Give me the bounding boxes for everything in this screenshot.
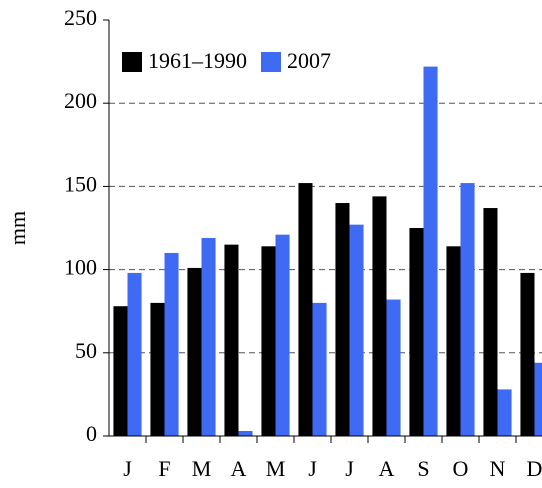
x-tick-label: S — [417, 456, 429, 481]
legend-swatch — [122, 52, 142, 72]
bar — [164, 252, 179, 436]
bar — [460, 183, 475, 436]
bar — [386, 299, 401, 436]
y-tick-label: 50 — [75, 338, 97, 363]
y-tick-label: 0 — [86, 421, 97, 446]
bar — [298, 183, 313, 436]
legend-swatch — [261, 52, 281, 72]
bar — [127, 272, 142, 436]
bar — [423, 66, 438, 436]
x-tick-label: J — [123, 456, 132, 481]
bar — [275, 234, 290, 436]
bar — [446, 246, 461, 436]
x-tick-label: J — [345, 456, 354, 481]
bar — [150, 302, 165, 436]
x-tick-label: A — [231, 456, 247, 481]
bar — [201, 237, 216, 436]
bar — [520, 272, 535, 436]
bar — [312, 302, 327, 436]
bar — [349, 224, 364, 436]
bar — [113, 306, 128, 436]
x-tick-label: O — [453, 456, 469, 481]
x-tick-label: D — [527, 456, 542, 481]
x-tick-label: F — [158, 456, 170, 481]
x-tick-label: N — [490, 456, 506, 481]
y-tick-label: 100 — [64, 255, 97, 280]
x-tick-label: M — [266, 456, 286, 481]
legend-label: 2007 — [287, 48, 331, 73]
bar — [187, 267, 202, 436]
bar — [335, 203, 350, 436]
bar — [409, 228, 424, 436]
bar — [372, 196, 387, 436]
bar — [534, 362, 542, 436]
y-tick-label: 250 — [64, 5, 97, 30]
bar — [497, 389, 512, 436]
y-tick-label: 200 — [64, 88, 97, 113]
bar — [224, 244, 239, 436]
x-tick-label: M — [192, 456, 212, 481]
x-tick-label: J — [308, 456, 317, 481]
x-tick-label: A — [379, 456, 395, 481]
bar — [483, 208, 498, 436]
y-tick-label: 150 — [64, 171, 97, 196]
bar — [261, 246, 276, 436]
bar — [238, 431, 253, 436]
y-axis-label: mm — [5, 211, 30, 245]
legend-label: 1961–1990 — [148, 48, 247, 73]
